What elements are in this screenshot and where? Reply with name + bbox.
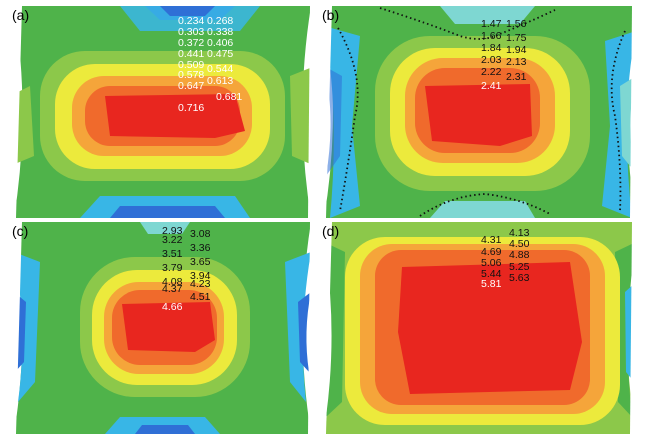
contour-value: 2.31 [506,71,527,83]
contour-value: 0.647 [178,80,205,92]
contour-value: 5.06 [481,257,502,269]
contour-panel-b: (b) 1.47 1.56 1.66 1.75 1.84 1.94 2.03 2… [320,6,640,218]
contour-value: 0.268 [207,15,234,27]
contour-value: 4.50 [509,238,530,250]
contour-value: 4.37 [162,283,183,295]
contour-value: 3.36 [190,242,211,254]
contour-value: 1.75 [506,32,527,44]
contour-value: 0.406 [207,37,234,49]
contour-value: 5.44 [481,268,502,280]
contour-value: 2.93 [162,225,183,237]
contour-value: 0.578 [178,69,205,81]
panel-label-a: (a) [12,7,30,23]
contour-value: 4.13 [509,227,530,239]
contour-value: 4.69 [481,246,502,258]
contour-value: 3.65 [190,256,211,268]
contour-value: 3.79 [162,262,183,274]
contour-value: 4.23 [190,278,211,290]
contour-panel-c: (c) 2.93 3.08 3.22 3.36 3.51 3.65 3.79 3… [10,222,315,434]
contour-value: 5.25 [509,261,530,273]
contour-value: 0.509 [178,59,205,71]
panel-label-c: (c) [12,223,29,239]
contour-value: 1.94 [506,44,527,56]
contour-value: 4.31 [481,234,502,246]
contour-value: 0.544 [207,63,234,75]
panel-label-d: (d) [322,223,340,239]
contour-value: 2.13 [506,56,527,68]
contour-value: 3.08 [190,228,211,240]
contour-value: 0.716 [178,102,205,114]
contour-panel-d: (d) 4.31 4.13 4.69 4.50 5.06 4.88 5.44 5… [320,222,640,434]
contour-value: 1.47 [481,18,502,30]
contour-plot-b [320,6,640,218]
contour-value: 0.441 [178,48,205,60]
contour-plot-c [10,222,315,434]
contour-value: 1.84 [481,42,502,54]
contour-value: 4.08 [162,276,183,288]
contour-value: 2.41 [481,80,502,92]
panel-label-b: (b) [322,7,340,23]
contour-value: 5.81 [481,278,502,290]
contour-plot-a [10,6,315,218]
contour-value: 4.66 [162,301,183,313]
contour-value: 4.51 [190,291,211,303]
contour-value: 3.22 [162,234,183,246]
contour-value: 0.303 [178,26,205,38]
contour-value: 3.94 [190,270,211,282]
contour-value: 0.234 [178,15,205,27]
contour-value: 2.03 [481,54,502,66]
contour-value: 0.681 [216,91,243,103]
contour-panel-a: (a) 0.234 0.268 0.303 0.338 0.372 0.406 … [10,6,315,218]
contour-value: 0.613 [207,75,234,87]
contour-value: 4.88 [509,249,530,261]
contour-value: 3.51 [162,248,183,260]
contour-value: 2.22 [481,66,502,78]
contour-value: 5.63 [509,272,530,284]
contour-value: 0.338 [207,26,234,38]
contour-value: 1.66 [481,30,502,42]
contour-plot-d [320,222,640,434]
contour-value: 1.56 [506,18,527,30]
contour-value: 0.372 [178,37,205,49]
contour-value: 0.475 [207,48,234,60]
